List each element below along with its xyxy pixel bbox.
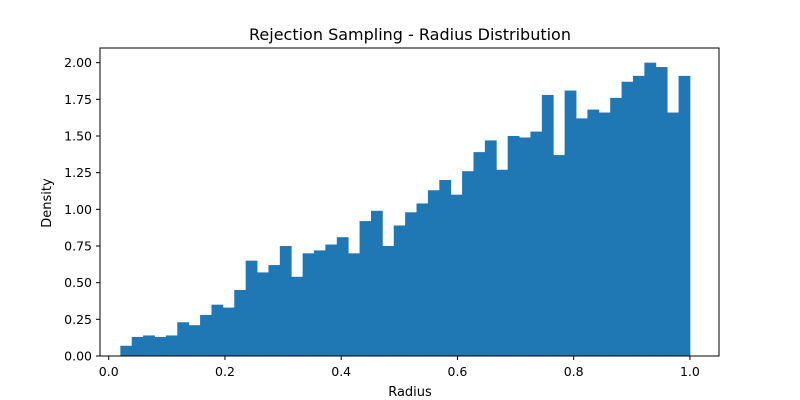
histogram-bar	[314, 250, 326, 356]
y-tick-label: 0.00	[64, 349, 92, 364]
histogram-bar	[553, 155, 566, 356]
histogram-bar	[439, 180, 452, 356]
histogram-bar	[291, 276, 304, 356]
histogram-bar	[484, 140, 497, 356]
histogram-bar	[576, 118, 588, 357]
histogram-bar	[131, 336, 144, 356]
y-ticks-group: 0.00 0.25 0.50 0.75 1.00 1.25 1.50 1.75 2.00	[64, 55, 100, 364]
y-axis-label: Density	[40, 178, 55, 228]
x-tick-label: 0.0	[99, 364, 119, 379]
histogram-bar	[427, 190, 440, 356]
histogram-bar	[234, 290, 247, 356]
y-tick-label: 1.75	[64, 92, 92, 107]
histogram-bar	[519, 137, 531, 356]
histogram-bar	[450, 194, 463, 356]
y-tick-label: 0.25	[64, 312, 92, 327]
histogram-bar	[473, 152, 486, 356]
x-tick-label: 1.0	[680, 364, 700, 379]
x-tick-label: 0.8	[564, 364, 584, 379]
histogram-bar	[405, 212, 417, 356]
histogram-bar	[541, 94, 554, 356]
y-tick-label: 0.50	[64, 275, 92, 290]
histogram-bar	[165, 335, 178, 356]
histogram-bar	[348, 253, 360, 356]
y-tick-label: 1.50	[64, 129, 92, 144]
histogram-bar	[359, 221, 372, 356]
histogram-bar	[120, 345, 133, 356]
plot-frame	[99, 47, 720, 357]
histogram-bar	[564, 90, 577, 357]
histogram-bar	[655, 67, 668, 357]
histogram-bar	[496, 169, 509, 356]
histogram-bar	[530, 131, 543, 356]
histogram-bar	[416, 203, 429, 356]
x-ticks-group: 0.0 0.2 0.4 0.6 0.8 1.0	[99, 356, 700, 379]
x-tick-label: 0.2	[215, 364, 235, 379]
histogram-bar	[667, 112, 679, 357]
y-tick-label: 2.00	[64, 55, 92, 70]
histogram-bar	[302, 253, 315, 356]
y-tick-label: 0.75	[64, 239, 92, 254]
histogram-bar	[393, 225, 406, 356]
histogram-bar	[257, 272, 269, 356]
histogram-bar	[507, 136, 520, 356]
histogram-bar	[598, 112, 611, 357]
x-tick-label: 0.4	[331, 364, 351, 379]
chart-title: Rejection Sampling - Radius Distribution	[249, 25, 571, 44]
histogram-bar	[462, 171, 474, 356]
histogram-bar	[143, 335, 155, 356]
histogram-bar	[678, 75, 691, 356]
histogram-bar	[382, 246, 395, 356]
histogram-bar	[268, 265, 281, 356]
histogram-bar	[279, 246, 292, 356]
x-axis-label: Radius	[388, 385, 432, 400]
histogram-bar	[644, 62, 657, 357]
histogram-bar	[632, 75, 645, 356]
histogram-bar	[211, 304, 224, 356]
y-tick-label: 1.00	[64, 202, 92, 217]
histogram-bar	[177, 322, 190, 356]
histogram-bar	[610, 97, 622, 356]
histogram-bar	[370, 210, 383, 356]
histogram-bar	[154, 336, 167, 356]
histogram-bar	[222, 307, 235, 356]
histogram-bar	[245, 260, 258, 356]
histogram-bar	[336, 237, 349, 356]
histogram-bar	[188, 325, 201, 356]
histogram-bar	[325, 244, 338, 356]
histogram-bar	[621, 81, 634, 356]
y-tick-label: 1.25	[64, 165, 92, 180]
bars-group	[120, 62, 691, 357]
x-tick-label: 0.6	[448, 364, 468, 379]
histogram-bar	[587, 109, 600, 356]
histogram-bar	[200, 314, 212, 356]
